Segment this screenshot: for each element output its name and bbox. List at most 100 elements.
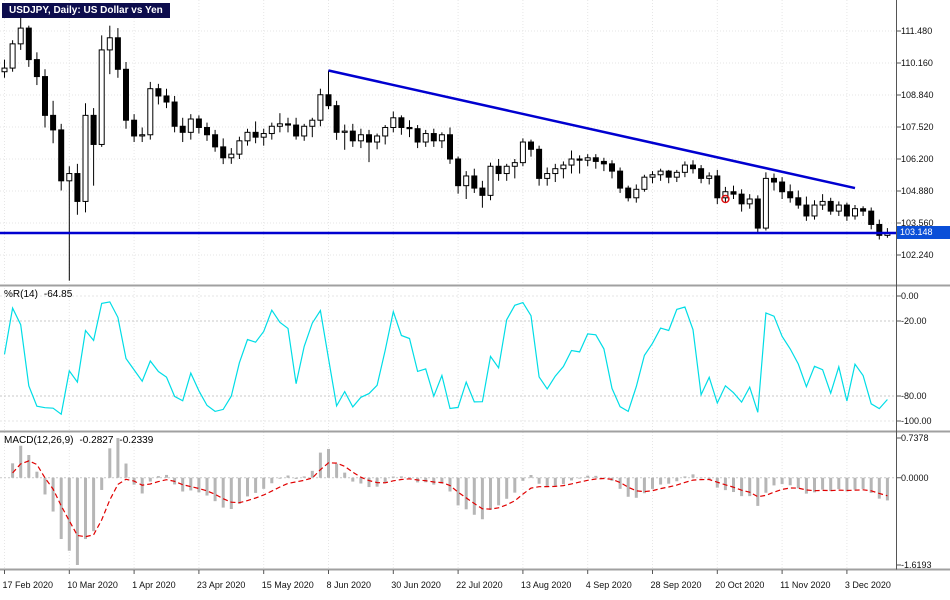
candle-body [171,101,178,127]
candle-body [131,119,138,137]
candle-body [58,129,65,182]
candle-body [42,76,48,116]
candle-body [495,165,502,175]
candle-body [268,125,275,135]
current-price-badge: 103.148 [897,226,950,239]
candle-body [665,170,672,178]
candle-body [471,175,478,189]
candle-body [811,204,818,217]
macd-indicator-value: -0.2827 [79,435,114,446]
candle-body [746,198,753,205]
candle-body [163,95,170,103]
candle-body [487,165,494,196]
trade-marker [721,194,730,204]
candle-body [536,148,543,179]
candle-body [17,27,24,45]
candle-body [819,200,826,206]
candle-body [33,59,40,78]
candle-body [463,175,470,187]
candle-body [584,157,591,161]
candle-body [244,131,251,142]
candle-body [414,128,421,143]
candle-body [317,94,324,121]
candle-body [50,114,57,131]
candle-body [147,88,154,136]
macd-histogram [11,437,889,565]
candle-body [398,117,405,128]
candle-body [220,146,227,159]
candle-body [706,175,713,179]
candle-body [114,37,121,70]
candle-body [349,130,356,142]
candle-body [357,134,364,142]
candle-body [195,118,202,128]
candle-body [301,125,308,137]
candle-body [568,158,575,166]
candle-body [187,118,194,133]
wpr-line [3,301,888,416]
candle-body [625,187,632,199]
candle-body [560,164,567,170]
candle-body [754,198,761,229]
candle-body [633,188,640,199]
candle-body [779,181,786,193]
candle-body [552,168,559,175]
candle-body [641,176,648,190]
candle-body [74,173,81,202]
candle-body [406,126,413,130]
candle-body [276,123,283,127]
candle-body [600,160,607,165]
candle-body [204,126,210,136]
candle-body [390,117,397,128]
candle-body [90,114,97,145]
candle-body [803,204,810,217]
candle-body [698,168,705,179]
candle-body [341,130,348,133]
candle-body [609,163,615,172]
candle-body [447,134,453,160]
candle-body [673,171,680,178]
candle-body [25,27,32,61]
candle-body [592,157,599,162]
candle-body [438,134,445,142]
candle-body [285,123,291,126]
candle-body [787,191,794,199]
candle-body [123,68,129,121]
candle-body [771,177,777,183]
candle-body [657,170,664,176]
candle-body [835,204,842,212]
candle-body [576,158,583,161]
candle-body [738,193,745,205]
candle-body [325,94,332,107]
candle-body [511,162,518,167]
candle-body [860,208,867,212]
macd-signal-value: -0.2339 [119,435,154,446]
candle-body [544,173,551,179]
candle-body [868,210,875,225]
candle-body [762,177,769,229]
wpr-indicator-name: %R(14) [4,289,38,300]
candle-body [260,133,267,138]
wpr-indicator-value: -64.85 [43,289,73,300]
macd-indicator-label: MACD(12,26,9) -0.2827 -0.2339 [4,435,153,446]
candle-body [479,187,486,196]
candles [1,13,891,281]
candle-body [228,153,235,159]
candle-body [98,49,105,145]
macd-indicator-name: MACD(12,26,9) [4,435,74,446]
candle-body [617,170,624,189]
candle-body [333,105,340,133]
candle-body [9,43,16,69]
candle-body [374,135,381,143]
candle-body [422,133,429,143]
macd-signal-line [12,460,888,538]
candle-body [155,88,162,97]
candle-body [730,191,737,195]
candle-body [139,134,146,137]
trendline[interactable] [328,69,856,190]
candle-body [82,114,89,202]
candle-body [1,67,8,73]
candle-body [714,175,721,199]
candle-body [681,164,688,173]
